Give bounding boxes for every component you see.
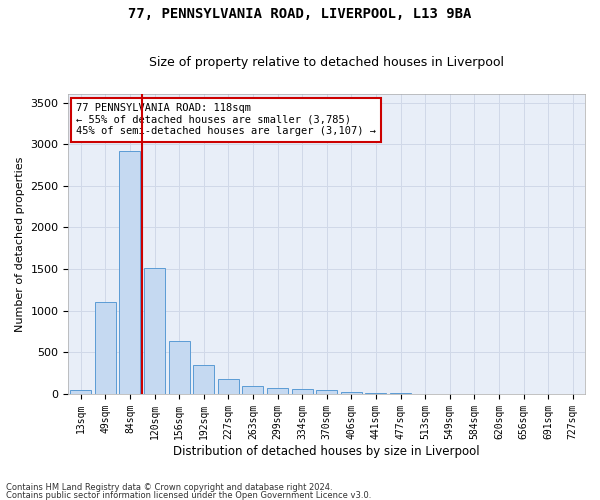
Bar bbox=[341, 392, 362, 394]
Text: Contains HM Land Registry data © Crown copyright and database right 2024.: Contains HM Land Registry data © Crown c… bbox=[6, 484, 332, 492]
Bar bbox=[292, 390, 313, 394]
X-axis label: Distribution of detached houses by size in Liverpool: Distribution of detached houses by size … bbox=[173, 444, 480, 458]
Bar bbox=[193, 366, 214, 394]
Bar bbox=[242, 386, 263, 394]
Title: Size of property relative to detached houses in Liverpool: Size of property relative to detached ho… bbox=[149, 56, 504, 70]
Bar bbox=[70, 390, 91, 394]
Bar bbox=[144, 268, 165, 394]
Y-axis label: Number of detached properties: Number of detached properties bbox=[15, 156, 25, 332]
Text: Contains public sector information licensed under the Open Government Licence v3: Contains public sector information licen… bbox=[6, 490, 371, 500]
Bar bbox=[218, 378, 239, 394]
Bar bbox=[316, 390, 337, 394]
Bar bbox=[267, 388, 288, 394]
Bar bbox=[390, 393, 411, 394]
Text: 77, PENNSYLVANIA ROAD, LIVERPOOL, L13 9BA: 77, PENNSYLVANIA ROAD, LIVERPOOL, L13 9B… bbox=[128, 8, 472, 22]
Text: 77 PENNSYLVANIA ROAD: 118sqm
← 55% of detached houses are smaller (3,785)
45% of: 77 PENNSYLVANIA ROAD: 118sqm ← 55% of de… bbox=[76, 104, 376, 136]
Bar bbox=[95, 302, 116, 394]
Bar bbox=[119, 151, 140, 394]
Bar bbox=[365, 392, 386, 394]
Bar bbox=[169, 340, 190, 394]
